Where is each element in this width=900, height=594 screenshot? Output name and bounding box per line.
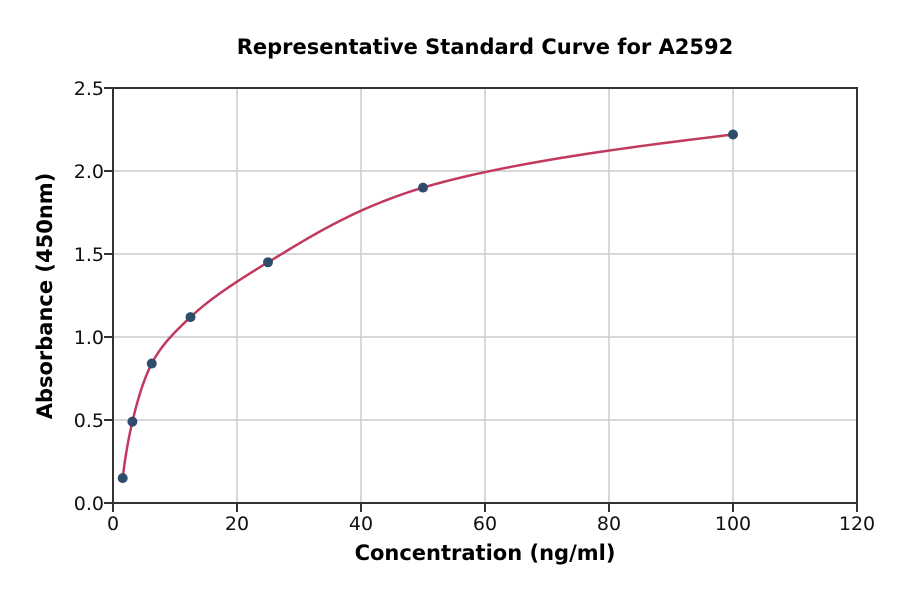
- plot-spines: [112, 87, 858, 504]
- y-tick-label: 0.0: [74, 493, 104, 515]
- x-tick-label: 120: [839, 513, 875, 535]
- x-tick-label: 80: [597, 513, 621, 535]
- data-point: [263, 257, 273, 268]
- x-tick-label: 0: [107, 513, 119, 535]
- data-point: [728, 129, 738, 140]
- data-point: [127, 416, 138, 427]
- chart-title: Representative Standard Curve for A2592: [236, 35, 734, 59]
- data-point: [117, 473, 128, 484]
- y-tick-label: 1.0: [74, 327, 104, 349]
- y-tick-label: 0.5: [74, 410, 104, 432]
- x-axis-label: Concentration (ng/ml): [354, 541, 616, 565]
- y-tick-label: 1.5: [74, 244, 104, 266]
- x-tick-label: 40: [349, 513, 373, 535]
- x-tick-label: 60: [473, 513, 497, 535]
- data-point: [185, 312, 196, 323]
- y-tick-label: 2.5: [74, 78, 104, 100]
- data-point: [146, 358, 157, 369]
- x-tick-label: 20: [225, 513, 249, 535]
- data-point: [418, 182, 428, 193]
- x-tick-label: 100: [715, 513, 751, 535]
- y-tick-label: 2.0: [74, 161, 104, 183]
- fit-curve: [121, 133, 735, 480]
